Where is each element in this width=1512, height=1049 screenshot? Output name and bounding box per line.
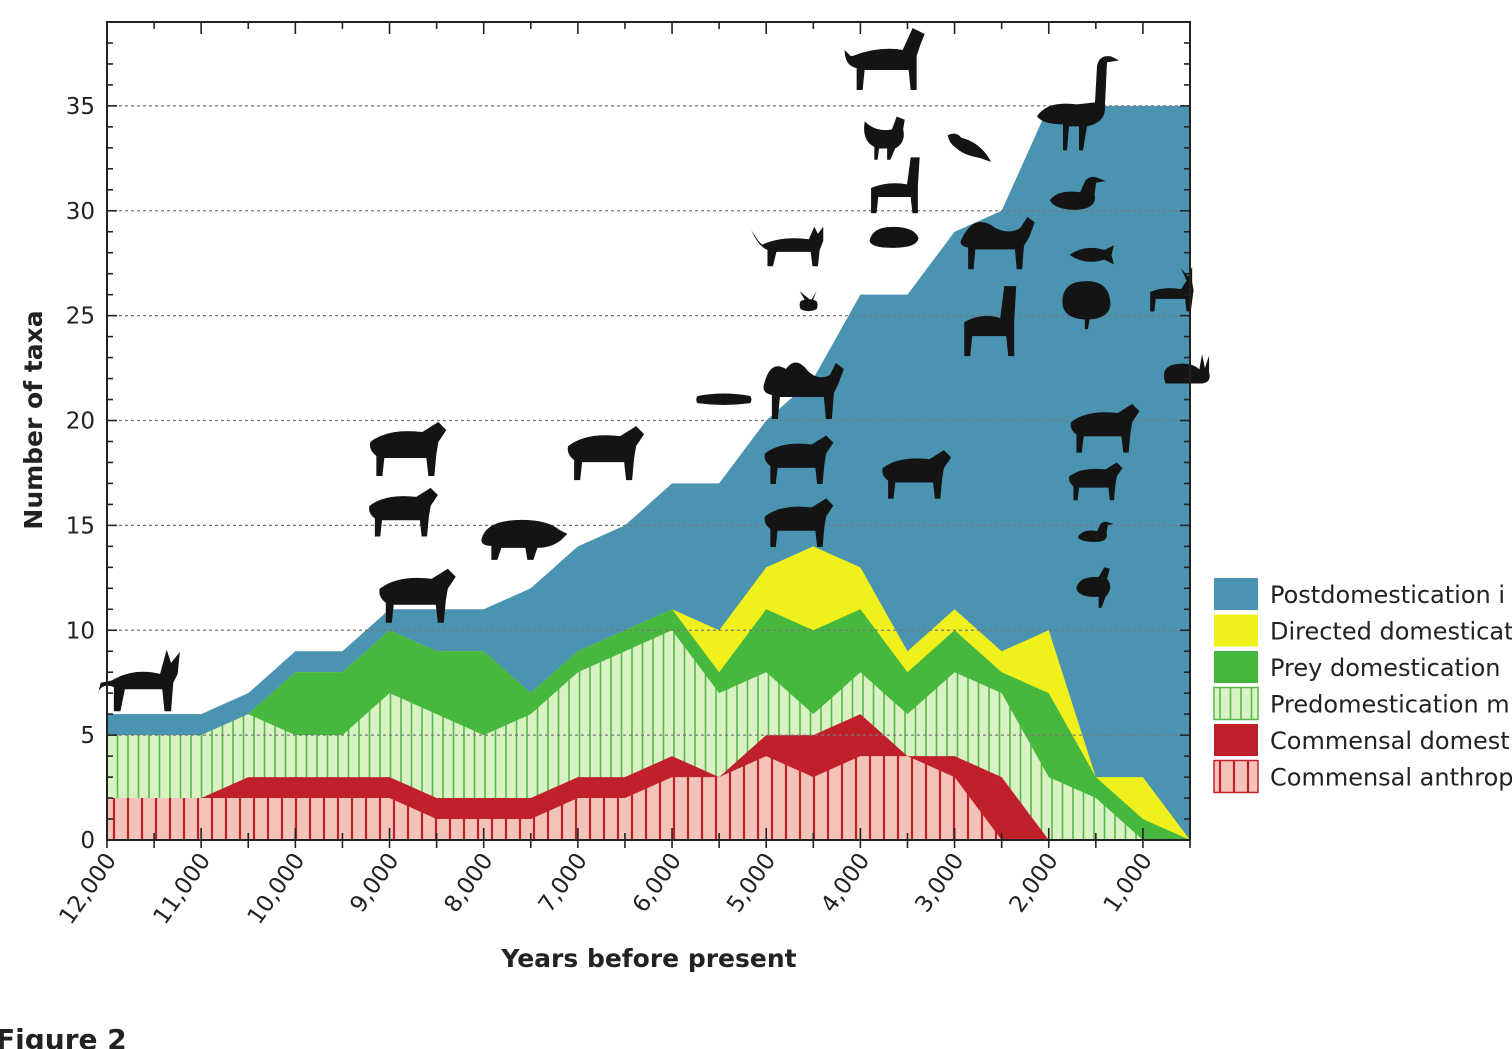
chicken-icon xyxy=(864,116,905,160)
bee-icon xyxy=(799,291,818,312)
alpaca-icon xyxy=(964,286,1017,357)
cat-icon xyxy=(751,226,824,267)
rabbit-icon xyxy=(1163,354,1210,384)
legend-label-commensal-anthrop: Commensal anthrop xyxy=(1270,764,1512,792)
x-tick-label: 4,000 xyxy=(816,849,875,918)
horse-icon xyxy=(844,27,925,90)
plot-frame xyxy=(106,21,1191,841)
muscovy-duck-icon xyxy=(1077,521,1114,542)
legend: Postdomestication i Directed domesticat Pr… xyxy=(1213,578,1512,794)
x-tick-label: 8,000 xyxy=(440,849,499,918)
guinea-pig-icon xyxy=(869,226,919,248)
cattle-icon xyxy=(369,421,447,476)
yak-icon xyxy=(764,435,834,485)
x-tick-label: 11,000 xyxy=(149,849,216,930)
y-tick-label: 10 xyxy=(66,618,95,644)
legend-label-prey-domestication: Prey domestication xyxy=(1270,654,1501,682)
llama-icon xyxy=(871,157,920,214)
x-tick-label: 9,000 xyxy=(345,849,404,918)
x-axis-title: Years before present xyxy=(500,944,796,973)
legend-swatch-commensal-anthrop xyxy=(1213,759,1259,794)
gayal-icon xyxy=(1070,404,1140,453)
buffalo-icon xyxy=(764,498,834,547)
y-tick-label: 25 xyxy=(66,304,95,330)
x-tick-label: 2,000 xyxy=(1005,849,1064,918)
x-tick-label: 6,000 xyxy=(628,849,687,918)
y-tick-label: 15 xyxy=(66,513,95,539)
x-tick-label: 7,000 xyxy=(534,849,593,918)
x-tick-label: 1,000 xyxy=(1099,849,1158,918)
dog-icon xyxy=(98,649,180,712)
stacked-areas xyxy=(107,105,1190,840)
donkey-icon xyxy=(882,450,952,499)
legend-label-predomestication-m: Predomestication m xyxy=(1270,691,1510,719)
guineafowl-icon xyxy=(1076,567,1111,608)
x-tick-label: 3,000 xyxy=(910,849,969,918)
legend-swatch-directed-domesticat xyxy=(1214,614,1258,647)
duck-icon xyxy=(1049,176,1106,210)
x-tick-label: 12,000 xyxy=(54,849,121,930)
legend-label-postdomestication-i: Postdomestication i xyxy=(1270,581,1505,609)
legend-swatch-predomestication-m xyxy=(1213,686,1259,721)
carp-icon xyxy=(1069,245,1114,265)
y-tick-label: 20 xyxy=(66,409,95,435)
goat-icon xyxy=(369,487,438,537)
x-tick-label: 10,000 xyxy=(243,849,310,930)
y-axis-title: Number of taxa xyxy=(19,310,48,529)
turkey-icon xyxy=(1062,281,1111,330)
legend-label-directed-domesticat: Directed domesticat xyxy=(1270,618,1512,646)
legend-swatch-commensal-domest xyxy=(1214,724,1258,756)
y-tick-label: 35 xyxy=(66,94,95,120)
animal-silhouettes xyxy=(98,27,1210,712)
area-commensal-anthrop xyxy=(107,756,1002,840)
legend-swatch-prey-domestication xyxy=(1214,651,1258,683)
legend-swatch-postdomestication-i xyxy=(1214,578,1258,610)
y-tick-label: 30 xyxy=(66,199,95,225)
reindeer-icon xyxy=(1150,266,1194,312)
gridlines xyxy=(107,105,1190,736)
pigeon-icon xyxy=(947,133,992,162)
silkworm-icon xyxy=(696,393,752,405)
zebu-icon xyxy=(567,426,645,481)
y-tick-label: 5 xyxy=(80,723,95,749)
y-tick-label: 0 xyxy=(80,828,95,854)
camel-icon xyxy=(763,362,844,420)
dromedary-icon xyxy=(960,217,1035,270)
sheep-icon xyxy=(379,568,456,623)
bali-cattle-icon xyxy=(1068,462,1123,501)
x-tick-label: 5,000 xyxy=(722,849,781,918)
pig-icon xyxy=(481,519,568,560)
goose-icon xyxy=(1036,56,1119,151)
figure-label: Figure 2 xyxy=(0,1023,127,1049)
legend-label-commensal-domest: Commensal domest xyxy=(1270,727,1510,755)
